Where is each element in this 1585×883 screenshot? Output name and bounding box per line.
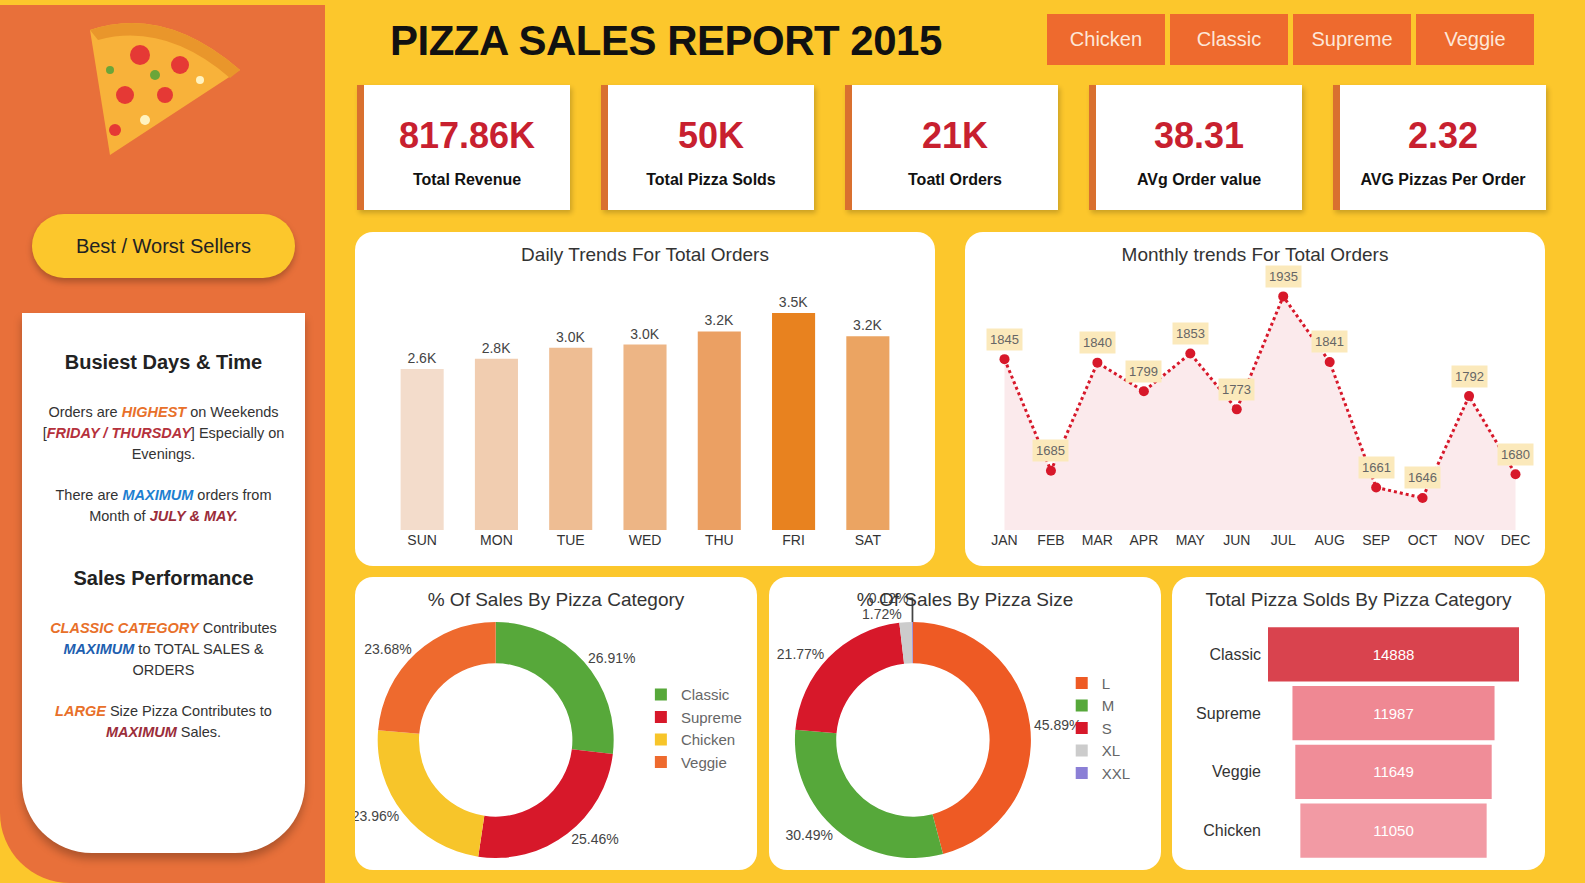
svg-text:M: M	[1102, 697, 1115, 714]
svg-text:XL: XL	[1102, 742, 1120, 759]
svg-text:1680: 1680	[1501, 447, 1530, 462]
svg-text:MAR: MAR	[1082, 532, 1113, 548]
svg-text:JUL: JUL	[1271, 532, 1296, 548]
svg-text:% Of Sales By Pizza Category: % Of Sales By Pizza Category	[428, 589, 685, 610]
svg-text:SEP: SEP	[1362, 532, 1390, 548]
svg-text:MAY: MAY	[1176, 532, 1206, 548]
html-text:AVg Order value: AVg Order value	[1136, 171, 1262, 188]
html-text:21K: 21K	[922, 115, 988, 156]
html-text:CLASSIC CATEGORY Contributes: CLASSIC CATEGORY Contributes	[50, 620, 277, 636]
svg-text:OCT: OCT	[1408, 532, 1438, 548]
svg-text:25.46%: 25.46%	[571, 831, 618, 847]
html-text:Orders are HIGHEST on Weekends: Orders are HIGHEST on Weekends [FRIDAY /…	[42, 404, 285, 462]
svg-text:S: S	[1102, 720, 1112, 737]
svg-text:XXL: XXL	[1102, 765, 1130, 782]
svg-text:3.2K: 3.2K	[853, 317, 882, 333]
svg-text:1840: 1840	[1083, 335, 1112, 350]
html-text:Total Pizza Solds: Total Pizza Solds	[646, 171, 776, 188]
html-text:Toatl Orders: Toatl Orders	[908, 171, 1002, 188]
svg-text:Chicken: Chicken	[1203, 822, 1261, 839]
html-text:There are MAXIMUM orders from: There are MAXIMUM orders from Month of J…	[55, 487, 272, 524]
svg-text:DEC: DEC	[1501, 532, 1531, 548]
svg-text:3.5K: 3.5K	[779, 294, 808, 310]
svg-text:APR: APR	[1129, 532, 1158, 548]
svg-text:23.68%: 23.68%	[364, 641, 411, 657]
svg-text:1.72%: 1.72%	[862, 606, 902, 622]
html-text:Total Revenue: Total Revenue	[412, 171, 522, 188]
html-text:50K: 50K	[678, 115, 744, 156]
svg-text:11987: 11987	[1373, 705, 1414, 722]
svg-text:MON: MON	[480, 532, 513, 548]
svg-text:3.0K: 3.0K	[630, 326, 659, 342]
html-text:Busiest Days & Time: Busiest Days & Time	[64, 351, 263, 373]
svg-text:26.91%: 26.91%	[588, 650, 635, 666]
svg-text:14888: 14888	[1373, 646, 1415, 663]
svg-text:THU: THU	[705, 532, 734, 548]
svg-text:Chicken: Chicken	[681, 731, 735, 748]
svg-text:SUN: SUN	[407, 532, 437, 548]
svg-text:JAN: JAN	[991, 532, 1017, 548]
svg-text:JUN: JUN	[1223, 532, 1250, 548]
html-text:817.86K: 817.86K	[398, 115, 535, 156]
svg-text:Classic: Classic	[1209, 646, 1261, 663]
svg-text:Supreme: Supreme	[681, 709, 742, 726]
svg-text:FRI: FRI	[782, 532, 805, 548]
html-text:PIZZA SALES REPORT 2015: PIZZA SALES REPORT 2015	[390, 17, 942, 64]
html-text:AVG Pizzas Per Order: AVG Pizzas Per Order	[1360, 171, 1526, 188]
svg-text:TUE: TUE	[557, 532, 585, 548]
svg-text:45.89%: 45.89%	[1034, 717, 1081, 733]
html-text:2.32: 2.32	[1408, 115, 1478, 156]
svg-text:Classic: Classic	[681, 686, 730, 703]
svg-text:11050: 11050	[1373, 822, 1414, 839]
svg-text:23.96%: 23.96%	[355, 808, 399, 824]
svg-text:FEB: FEB	[1037, 532, 1064, 548]
svg-text:3.0K: 3.0K	[556, 329, 585, 345]
html-text:Supreme: Supreme	[1311, 28, 1393, 50]
svg-text:Daily Trends For Total Orders: Daily Trends For Total Orders	[521, 244, 769, 265]
svg-text:Veggie: Veggie	[681, 754, 727, 771]
svg-text:21.77%: 21.77%	[777, 646, 824, 662]
svg-text:1685: 1685	[1036, 443, 1065, 458]
svg-text:SAT: SAT	[855, 532, 882, 548]
html-text:Chicken: Chicken	[1069, 28, 1143, 50]
svg-text:WED: WED	[629, 532, 662, 548]
svg-text:30.49%: 30.49%	[785, 827, 832, 843]
svg-text:2.8K: 2.8K	[482, 340, 511, 356]
html-text:Classic: Classic	[1196, 28, 1262, 50]
svg-text:3.2K: 3.2K	[705, 312, 734, 328]
svg-text:1853: 1853	[1176, 326, 1205, 341]
svg-text:AUG: AUG	[1315, 532, 1345, 548]
html-text:Veggie: Veggie	[1444, 28, 1506, 50]
svg-text:1792: 1792	[1455, 369, 1484, 384]
svg-text:Supreme: Supreme	[1196, 705, 1261, 722]
svg-text:1773: 1773	[1222, 382, 1251, 397]
svg-text:1935: 1935	[1269, 269, 1298, 284]
html-text:Sales Performance: Sales Performance	[73, 567, 254, 589]
svg-text:1646: 1646	[1408, 470, 1437, 485]
html-text:MAXIMUM Sales.: MAXIMUM Sales.	[105, 724, 222, 740]
html-text:Best / Worst Sellers: Best / Worst Sellers	[75, 234, 252, 257]
svg-text:0.12%: 0.12%	[869, 590, 909, 606]
svg-text:Total Pizza Solds By Pizza Cat: Total Pizza Solds By Pizza Category	[1205, 589, 1512, 610]
svg-text:1799: 1799	[1129, 364, 1158, 379]
svg-text:1841: 1841	[1315, 334, 1344, 349]
svg-text:% Of Sales By Pizza Size: % Of Sales By Pizza Size	[857, 589, 1073, 610]
svg-text:L: L	[1102, 675, 1110, 692]
html-text:LARGE Size Pizza Contributes t: LARGE Size Pizza Contributes to	[55, 703, 272, 719]
svg-text:11649: 11649	[1373, 763, 1414, 780]
svg-text:Veggie: Veggie	[1212, 763, 1261, 780]
svg-text:1661: 1661	[1362, 460, 1391, 475]
svg-text:NOV: NOV	[1454, 532, 1485, 548]
html-text:MAXIMUM to TOTAL SALES & ORDER: MAXIMUM to TOTAL SALES & ORDERS	[63, 641, 264, 678]
svg-text:Monthly trends For Total Order: Monthly trends For Total Orders	[1122, 244, 1389, 265]
svg-text:2.6K: 2.6K	[407, 350, 436, 366]
svg-text:1845: 1845	[990, 332, 1019, 347]
html-text:38.31: 38.31	[1154, 115, 1244, 156]
